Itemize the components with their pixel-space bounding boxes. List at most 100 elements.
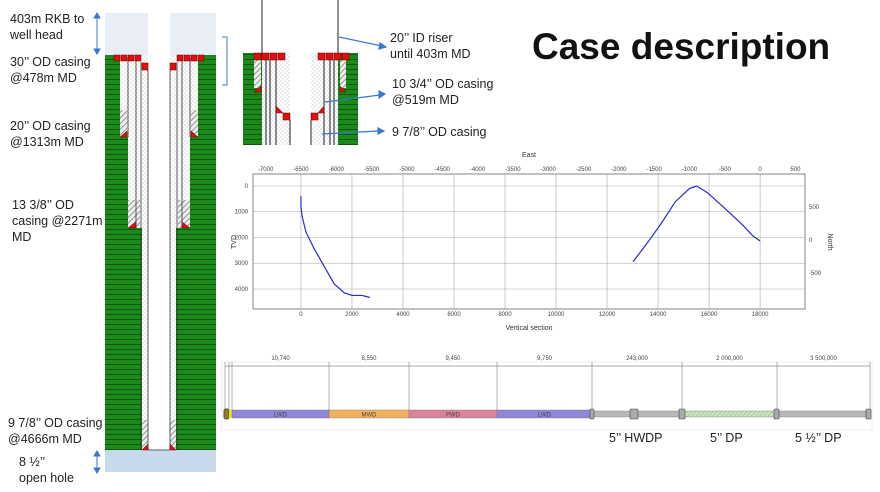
label-line: @478m MD (10, 71, 77, 85)
label-10-3-4in-casing: 10 3/4’’ OD casing @519m MD (392, 76, 493, 108)
x-tick-label: 14000 (650, 312, 667, 318)
bha-string: 10,740 8,550 9,450 9,750 243,000 2 000,000 3 5… (221, 356, 873, 431)
label-9-7-8in-casing: 9 7/8’’ OD casing @4666m MD (8, 415, 103, 447)
drill-bit (223, 408, 230, 420)
top-tick-label: -2500 (576, 167, 592, 173)
casing-strings (127, 58, 191, 451)
dp-section (681, 410, 778, 418)
label-5in-dp: 5’’ DP (710, 431, 743, 445)
top-tick-label: -6000 (329, 167, 345, 173)
top-tick-label: -4000 (470, 167, 486, 173)
shoe-cement (178, 200, 190, 228)
label-line: 403m RKB to (10, 12, 85, 26)
label-line: well head (10, 28, 63, 42)
label-line: casing @2271m (12, 214, 103, 228)
right-tick-label: -500 (809, 271, 822, 277)
tool-joint (865, 408, 872, 420)
label-13-3-8in-casing: 13 3/8’’ OD casing @2271m MD (12, 197, 103, 245)
wellbore (148, 13, 170, 450)
y-tick-label: 1000 (235, 210, 249, 216)
x-tick-label: 2000 (345, 312, 359, 318)
y-tick-label: 4000 (235, 287, 249, 293)
label-9-7-8in-casing-detail: 9 7/8’’ OD casing (392, 124, 487, 140)
dimension-label: 8,550 (361, 356, 377, 362)
x-tick-label: 10000 (548, 312, 565, 318)
label-line: @519m MD (392, 93, 459, 107)
label-line: 30’’ OD casing (10, 55, 91, 69)
label-20in-casing: 20’’ OD casing @1313m MD (10, 118, 91, 150)
label-30in-casing: 30’’ OD casing @478m MD (10, 54, 91, 86)
cement (142, 228, 148, 450)
bha-component-label: LWD (538, 413, 552, 419)
top-axis-label: East (522, 152, 536, 159)
tool-joint (773, 408, 780, 420)
label-line: 13 3/8’’ OD (12, 198, 74, 212)
label-line: 9 7/8’’ OD casing (8, 416, 103, 430)
tool-joint (678, 408, 686, 420)
trajectory-chart: 0 2000 4000 6000 8000 10000 12000 14000 16000 180… (231, 152, 833, 332)
callout-arrows (321, 36, 388, 135)
label-line: MD (12, 230, 32, 244)
label-line: @1313m MD (10, 135, 84, 149)
top-tick-label: -500 (719, 167, 732, 173)
label-line: 10 3/4’’ OD casing (392, 77, 494, 91)
label-riser: 20’’ ID riser until 403m MD (390, 30, 471, 62)
top-tick-label: -1500 (646, 167, 662, 173)
top-tick-label: -6500 (293, 167, 309, 173)
top-tick-label: -5500 (364, 167, 380, 173)
top-tick-label: 0 (758, 167, 762, 173)
x-tick-label: 8000 (498, 312, 512, 318)
shoe-cement (191, 110, 198, 137)
bha-component-label: LWD (274, 413, 288, 419)
top-tick-label: -3500 (505, 167, 521, 173)
open-hole (105, 450, 216, 472)
right-tick-label: 0 (809, 238, 813, 244)
x-tick-label: 18000 (752, 312, 769, 318)
casing-hangers (113, 54, 205, 451)
bha-component-label: PWD (446, 413, 461, 419)
bha-frame (221, 361, 873, 431)
x-tick-label: 12000 (599, 312, 616, 318)
vertical-section-line (300, 196, 370, 299)
bha-component-label: MWD (362, 413, 378, 419)
dimension-label: 2 000,000 (716, 356, 743, 362)
label-hwdp: 5’’ HWDP (609, 431, 663, 445)
cement (170, 228, 176, 450)
label-line: 9 7/8’’ OD casing (392, 125, 487, 139)
top-tick-label: -3000 (541, 167, 557, 173)
label-line: until 403m MD (390, 47, 471, 61)
right-tick-label: 500 (809, 205, 820, 211)
label-rkb: 403m RKB to well head (10, 11, 84, 43)
label-open-hole: 8 ½’’ open hole (19, 454, 74, 486)
label-line: open hole (19, 471, 74, 485)
shoe-cement (128, 200, 140, 228)
dp-5-5-section (776, 410, 871, 418)
plan-view-line (632, 185, 761, 263)
top-tick-label: -7000 (258, 167, 274, 173)
y-tick-label: 3000 (235, 261, 249, 267)
x-axis-label: Vertical section (505, 325, 552, 332)
dimension-label: 9,750 (537, 356, 553, 362)
x-tick-label: 16000 (701, 312, 718, 318)
top-tick-label: -2000 (611, 167, 627, 173)
shoe-cement (142, 420, 148, 450)
top-tick-label: -4500 (435, 167, 451, 173)
label-line: 20’’ OD casing (10, 119, 91, 133)
shoe-cement (170, 420, 176, 450)
detail-schematic (243, 0, 388, 145)
tool-joint (589, 408, 595, 420)
y-tick-label: 2000 (235, 235, 249, 241)
page-title: Case description (532, 26, 831, 67)
dimension-label: 9,450 (445, 356, 461, 362)
shoe-cement (120, 110, 127, 137)
dimension-label: 243,000 (626, 356, 648, 362)
dimension-label: 10,740 (271, 356, 290, 362)
well-schematic (93, 12, 228, 474)
label-5-5in-dp: 5 ½’’ DP (795, 431, 842, 445)
bit-sub (229, 410, 232, 418)
label-line: 8 ½’’ (19, 455, 46, 469)
x-tick-label: 0 (299, 312, 303, 318)
y-tick-label: 0 (245, 184, 249, 190)
tool-joint (629, 408, 639, 420)
